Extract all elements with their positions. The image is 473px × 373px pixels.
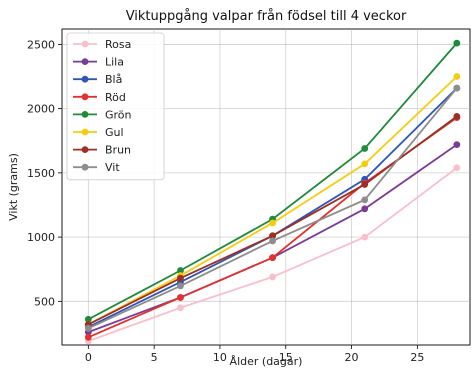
chart-title: Viktuppgång valpar från födsel till 4 ve… xyxy=(126,9,407,24)
legend-item-lila: Lila xyxy=(73,56,124,69)
legend-label: Grön xyxy=(105,108,132,121)
legend-marker xyxy=(81,40,89,48)
legend-marker xyxy=(81,93,89,101)
legend-label: Rosa xyxy=(105,38,131,51)
legend-item-blå: Blå xyxy=(73,73,122,86)
data-point-röd xyxy=(269,254,276,262)
data-point-grön xyxy=(177,267,184,274)
x-tick-label: 25 xyxy=(410,351,424,364)
legend-item-brun: Brun xyxy=(73,144,131,157)
legend-marker xyxy=(81,128,89,136)
legend-item-röd: Röd xyxy=(73,91,126,104)
x-tick-label: 10 xyxy=(213,351,227,364)
data-point-vit xyxy=(269,237,276,245)
data-point-gul xyxy=(269,219,276,227)
data-point-brun xyxy=(269,232,276,240)
legend-item-grön: Grön xyxy=(73,108,132,121)
data-point-vit xyxy=(361,196,369,204)
data-point-brun xyxy=(361,181,369,188)
legend-label: Röd xyxy=(105,91,126,104)
y-tick-label: 1000 xyxy=(27,231,55,244)
data-point-röd xyxy=(177,294,184,301)
data-point-gul xyxy=(453,73,461,80)
data-point-brun xyxy=(453,112,461,120)
legend-marker xyxy=(81,163,89,171)
data-point-grön xyxy=(84,315,92,323)
data-point-grön xyxy=(453,39,461,47)
legend-label: Brun xyxy=(105,144,131,157)
y-tick-label: 2000 xyxy=(27,103,55,116)
data-point-vit xyxy=(84,324,92,332)
data-point-brun xyxy=(177,274,184,282)
data-point-rosa xyxy=(269,273,276,281)
legend-box xyxy=(66,32,165,181)
legend-label: Gul xyxy=(105,126,124,139)
x-tick-label: 20 xyxy=(345,351,359,364)
data-point-grön xyxy=(361,145,369,152)
data-point-gul xyxy=(361,160,369,168)
data-point-rosa xyxy=(177,304,184,312)
legend-item-vit: Vit xyxy=(73,161,120,174)
legend-item-gul: Gul xyxy=(73,126,124,139)
legend-label: Lila xyxy=(105,56,124,69)
y-tick-label: 500 xyxy=(34,295,55,308)
data-point-lila xyxy=(361,205,369,213)
x-tick-label: 15 xyxy=(279,351,293,364)
legend-item-rosa: Rosa xyxy=(73,38,131,51)
series-vit xyxy=(84,84,461,332)
y-axis-label: Vikt (grams) xyxy=(7,153,20,221)
legend-label: Vit xyxy=(105,161,120,174)
legend-marker xyxy=(81,146,89,154)
data-point-vit xyxy=(177,282,184,290)
data-point-vit xyxy=(453,84,461,92)
legend-marker xyxy=(81,75,89,83)
y-tick-label: 2500 xyxy=(27,38,55,51)
data-point-rosa xyxy=(361,233,369,241)
legend-marker xyxy=(81,111,89,118)
data-point-rosa xyxy=(453,164,461,172)
y-tick-label: 1500 xyxy=(27,167,55,180)
data-point-lila xyxy=(453,141,461,149)
x-axis-label: Ålder (dagar) xyxy=(230,355,303,368)
legend-label: Blå xyxy=(105,73,122,86)
x-tick-label: 5 xyxy=(151,351,158,364)
x-tick-label: 0 xyxy=(85,351,92,364)
data-point-röd xyxy=(84,333,92,341)
legend-marker xyxy=(81,58,89,65)
